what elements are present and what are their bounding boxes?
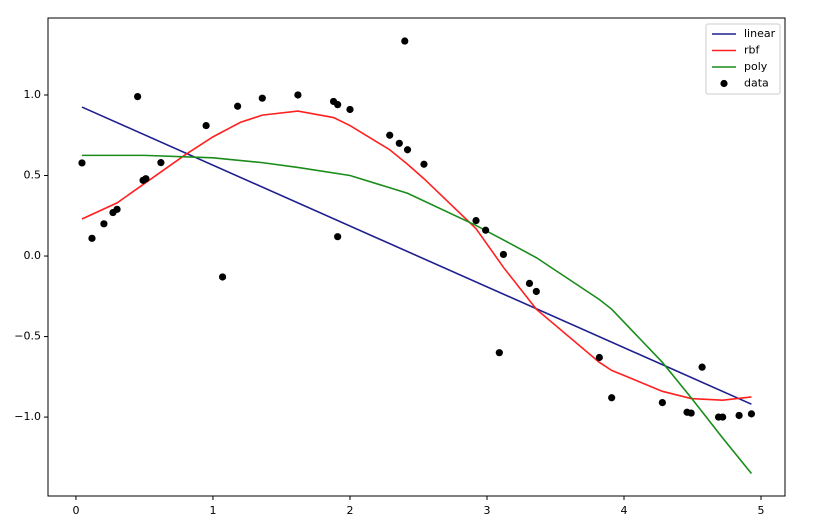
data-point xyxy=(395,139,403,147)
data-point xyxy=(346,105,354,114)
data-point xyxy=(100,220,108,228)
data-point xyxy=(401,37,409,45)
data-point xyxy=(719,413,727,421)
y-tick-label: 1.0 xyxy=(24,88,42,101)
data-point xyxy=(658,398,666,407)
y-tick-label: −1.0 xyxy=(14,410,41,423)
x-tick-label: 3 xyxy=(483,504,490,517)
data-point xyxy=(78,159,86,167)
data-point xyxy=(747,410,756,418)
series-line xyxy=(81,110,752,401)
x-tick-label: 5 xyxy=(758,504,765,517)
data-point xyxy=(88,234,96,242)
data-point xyxy=(532,287,540,296)
legend-label: data xyxy=(744,77,769,90)
data-point xyxy=(420,160,428,168)
data-point xyxy=(403,146,412,154)
data-point xyxy=(157,159,165,167)
data-point xyxy=(334,233,342,241)
legend-marker xyxy=(720,79,728,88)
data-point xyxy=(482,226,490,234)
data-point xyxy=(142,175,150,183)
series-line xyxy=(81,154,753,474)
data-point xyxy=(134,92,142,101)
data-point xyxy=(698,363,706,371)
data-point xyxy=(258,94,266,102)
y-tick-label: 0.5 xyxy=(24,169,42,182)
data-point xyxy=(218,273,227,281)
data-point xyxy=(735,411,743,420)
y-tick-label: 0.0 xyxy=(24,249,42,262)
data-point xyxy=(334,101,342,109)
x-tick-label: 0 xyxy=(72,504,79,517)
legend-box xyxy=(705,23,781,95)
x-tick-label: 2 xyxy=(346,504,353,517)
data-point xyxy=(499,250,508,259)
data-point xyxy=(495,349,503,357)
data-point xyxy=(525,279,534,288)
data-point xyxy=(294,91,302,99)
data-point xyxy=(113,205,121,213)
legend-label: linear xyxy=(744,27,776,40)
data-point xyxy=(595,353,603,362)
y-tick-label: −0.5 xyxy=(14,330,41,343)
legend-label: poly xyxy=(744,60,768,73)
x-tick-label: 4 xyxy=(621,504,628,517)
data-point xyxy=(472,217,480,225)
data-point xyxy=(687,409,695,417)
x-tick-label: 1 xyxy=(209,504,216,517)
plot-frame xyxy=(47,17,786,497)
data-point xyxy=(202,121,210,130)
legend-label: rbf xyxy=(744,44,761,57)
data-point xyxy=(608,394,616,402)
data-point xyxy=(234,102,242,110)
data-point xyxy=(386,131,394,139)
